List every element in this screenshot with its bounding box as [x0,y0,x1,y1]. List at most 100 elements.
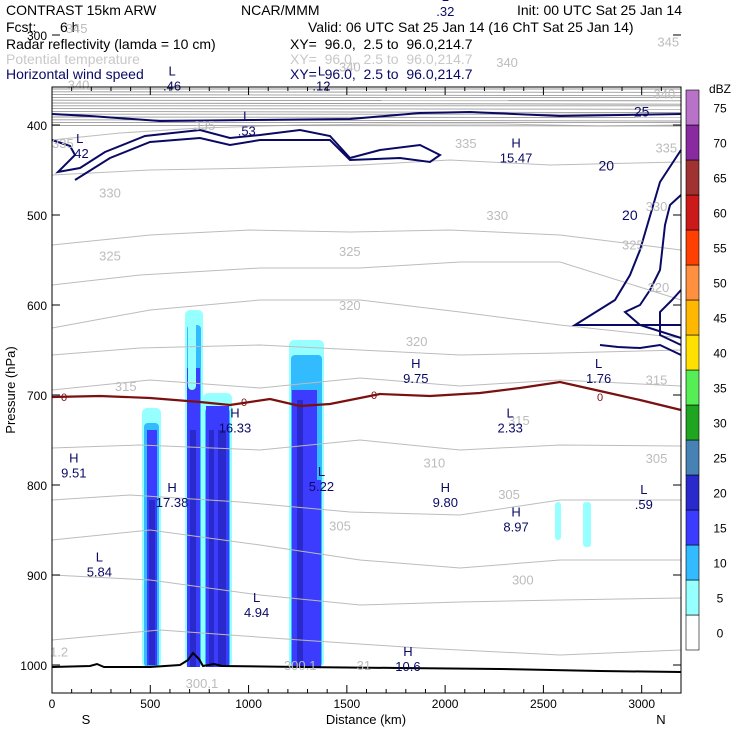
theta-label-41: 31 [357,658,371,673]
extremum-value-19: 2.33 [498,421,523,436]
zero-label-2: 0 [371,390,377,402]
extremum-type-27: L [253,590,260,605]
colorbar-label-12: 60 [713,207,727,221]
extremum-type-16: H [411,356,420,371]
colorbar-swatch-13 [685,159,700,196]
theta-label-24: 325 [99,249,121,264]
x-tick-label-3: 1500 [333,697,360,711]
colorbar-label-10: 50 [713,277,727,291]
colorbar-swatch-12 [685,194,700,231]
colorbar-swatch-10 [685,264,700,301]
extremum-value-9: .32 [436,4,454,19]
theta-label-27: 320 [339,298,361,313]
wind-contour-1 [51,128,442,181]
direction-south: S [82,712,91,727]
theta-label-38: 300.1 [186,676,219,691]
refl-tower-top [188,310,196,390]
colorbar: 0 5 10 15 20 25 30 35 40 45 50 55 60 65 70 75 dBZ [685,82,731,651]
refl-cell-3-band-1 [297,400,303,667]
colorbar-label-14: 70 [713,137,727,151]
theta-label-39: 1.2 [50,645,68,660]
contour-labels: 3553603803703603603553603503503503453453… [50,0,679,691]
extremum-type-21: L [318,464,325,479]
init-time: Init: 00 UTC Sat 25 Jan 14 [517,2,682,18]
wind-contour-0 [51,110,682,123]
colorbar-swatch-8 [685,334,700,371]
extremum-type-19: L [507,406,514,421]
y-tick-label-7: 800 [27,479,47,493]
colorbar-swatch-14 [685,124,700,161]
refl-cell-2-band-1 [209,430,214,667]
theta-line-3 [51,261,682,301]
field-theta-xy: XY= 96.0, 2.5 to 96.0,214.7 [290,51,473,67]
extremum-type-11: L [168,64,175,79]
theta-tropopause-8 [51,110,682,114]
theta-label-26: 325 [622,238,644,253]
theta-line-1 [51,159,682,176]
extremum-type-23: H [441,480,450,495]
axes: 1002003004005006007008009001000050010001… [20,29,681,711]
wind-label-1: 20 [598,158,614,174]
refl-light-2 [583,502,591,547]
extremum-value-14: .42 [71,146,89,161]
wind-contours [51,110,682,356]
theta-label-28: 320 [406,334,428,349]
theta-label-10: 350 [652,0,674,3]
x-tick-label-1: 500 [140,697,160,711]
theta-tropopause-1 [51,91,682,93]
theta-label-40: 300.1 [284,658,317,673]
theta-label-13: 340 [68,78,90,93]
x-tick-label-6: 3000 [628,697,655,711]
extremum-type-25: H [511,505,520,520]
extremum-value-18: 16.33 [219,421,252,436]
theta-label-17: 335 [52,136,74,151]
colorbar-label-13: 65 [713,172,727,186]
refl-cell-3-band-0 [292,390,317,667]
reflectivity-layer [142,310,591,667]
colorbar-swatch-15 [685,89,700,126]
y-tick-label-3: 400 [27,119,47,133]
extremum-value-16: 9.75 [403,371,428,386]
extremum-type-26: L [96,550,103,565]
theta-label-12: 345 [657,34,679,49]
extremum-value-28: 10.6 [395,659,420,674]
extremum-value-23: 9.80 [433,495,458,510]
y-tick-label-9: 1000 [20,659,47,673]
extremum-type-18: H [230,406,239,421]
zero-label-0: 0 [61,392,67,404]
x-tick-label-0: 0 [49,697,56,711]
colorbar-swatch-7 [685,369,700,406]
colorbar-swatch-3 [685,509,700,546]
extremum-value-12: .12 [312,79,330,94]
theta-label-18: 335 [194,118,216,133]
theta-label-37: 300 [512,573,534,588]
colorbar-label-6: 30 [713,417,727,431]
x-tick-label-2: 1000 [235,697,262,711]
y-tick-label-4: 500 [27,209,47,223]
theta-tropopause-7 [51,108,682,110]
x-axis-label: Distance (km) [326,712,406,727]
theta-tropopause-4 [51,99,682,102]
extremum-type-17: L [595,356,602,371]
theta-tropopause-13 [51,124,682,127]
zero-label-3: 0 [597,392,603,404]
theta-line-4 [51,299,682,339]
colorbar-label-7: 35 [713,382,727,396]
zero-label-1: 0 [241,397,247,409]
theta-label-36: 305 [646,451,668,466]
colorbar-swatch-4 [685,474,700,511]
y-tick-label-5: 600 [27,299,47,313]
extremum-value-21: 5.22 [309,479,334,494]
extremum-type-12: L [318,64,325,79]
y-tick-label-2: 300 [27,29,47,43]
x-tick-label-4: 2000 [432,697,459,711]
colorbar-label-2: 10 [713,557,727,571]
theta-line-5 [51,344,682,356]
theta-tropopause-2 [51,94,682,97]
theta-line-11 [51,629,682,656]
extremum-type-15: H [511,136,520,151]
theta-label-14: 340 [339,60,361,75]
theta-line-8 [51,494,681,516]
field-reflectivity-name: Radar reflectivity (lamda = 10 cm) [6,36,216,52]
theta-line-10 [51,574,682,606]
